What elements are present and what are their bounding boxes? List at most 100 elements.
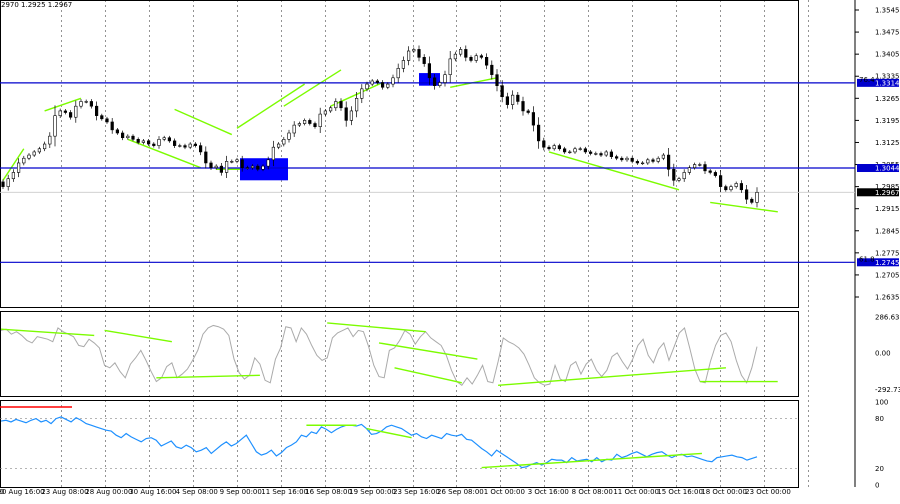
- candle-body: [599, 153, 603, 156]
- candle-body: [292, 124, 296, 134]
- candle-body: [256, 165, 260, 170]
- candle-body: [604, 151, 608, 156]
- candle-body: [188, 143, 192, 148]
- price-tick-label: 1.2635: [875, 294, 900, 302]
- candle-body: [744, 189, 749, 200]
- x-tick-label: 20 Aug 16:00: [0, 488, 45, 496]
- candle-body: [152, 143, 156, 146]
- trend-line: [2, 148, 25, 181]
- candle-body: [235, 159, 239, 162]
- candle-body: [479, 55, 484, 58]
- candle-body: [339, 101, 343, 109]
- price-tick-label: 1.3265: [875, 95, 900, 103]
- candle-body: [578, 148, 582, 150]
- x-tick-label: 8 Oct 08:00: [572, 488, 613, 496]
- candle-body: [95, 105, 99, 116]
- candle-body: [261, 165, 265, 170]
- candle-body: [412, 49, 416, 52]
- candle-body: [48, 135, 52, 145]
- cci-trend-line: [327, 322, 426, 333]
- candle-body: [178, 145, 182, 147]
- candle-body: [495, 74, 499, 86]
- x-tick-label: 23 Aug 08:00: [41, 488, 88, 496]
- candle-body: [276, 143, 281, 148]
- candle-body: [157, 139, 161, 146]
- candle-body: [417, 49, 421, 58]
- candle-body: [297, 123, 302, 126]
- candle-body: [609, 151, 613, 157]
- candle-body: [531, 112, 535, 126]
- candle-body: [568, 151, 572, 154]
- cci-trend-line: [104, 329, 172, 343]
- candle-body: [562, 148, 567, 153]
- candle-body: [516, 94, 520, 102]
- price-tick-label: 1.3545: [875, 7, 900, 15]
- candle-body: [432, 77, 437, 86]
- rsi-panel-frame: [0, 400, 799, 488]
- candle-body: [204, 151, 208, 164]
- candle-body: [209, 162, 213, 168]
- price-panel-frame: [0, 0, 799, 308]
- trend-line: [174, 108, 233, 136]
- rsi-tick-label: 80: [875, 415, 884, 423]
- cci-tick-label: 286.6354: [875, 314, 900, 322]
- candle-body: [334, 101, 338, 109]
- candle-body: [656, 157, 660, 162]
- candle-body: [510, 94, 515, 105]
- last-price-box: [857, 188, 899, 197]
- candle-body: [1, 181, 5, 187]
- candle-body: [375, 80, 380, 83]
- cci-trend-line: [156, 374, 260, 379]
- candle-body: [490, 64, 494, 75]
- candle-body: [703, 164, 707, 172]
- price-tick-label: 1.3475: [875, 29, 900, 37]
- x-tick-label: 23 Oct 00:00: [745, 488, 791, 496]
- candle-body: [89, 101, 93, 107]
- candle-body: [588, 151, 593, 154]
- x-tick-label: 11 Oct 00:00: [613, 488, 659, 496]
- candle-body: [100, 115, 104, 120]
- candle-body: [646, 159, 650, 164]
- x-tick-label: 1 Oct 00:00: [484, 488, 525, 496]
- candle-body: [583, 148, 587, 153]
- cci-trend-line: [378, 342, 478, 360]
- candle-body: [573, 148, 577, 153]
- trend-line: [283, 69, 342, 107]
- level-label-box: [857, 78, 899, 87]
- x-tick-label: 11 Sep 16:00: [261, 488, 308, 496]
- candle-body: [58, 110, 62, 116]
- candle-body: [651, 159, 655, 162]
- candle-body: [635, 161, 639, 164]
- x-tick-label: 18 Oct 00:00: [701, 488, 747, 496]
- candle-body: [453, 53, 458, 60]
- candle-body: [484, 57, 489, 66]
- candle-body: [42, 143, 47, 150]
- candle-body: [443, 74, 447, 83]
- rsi-tick-label: 0: [875, 482, 879, 490]
- x-tick-label: 23 Sep 16:00: [393, 488, 440, 496]
- candle-body: [380, 82, 385, 88]
- x-tick-label: 0: [0, 488, 4, 496]
- candle-body: [328, 107, 333, 112]
- candle-body: [614, 156, 619, 159]
- candle-body: [396, 68, 400, 79]
- candle-body: [594, 153, 598, 155]
- candle-body: [6, 178, 10, 187]
- candle-body: [713, 172, 717, 176]
- candle-body: [526, 110, 530, 113]
- x-tick-label: 30 Aug 16:00: [129, 488, 176, 496]
- x-tick-label: 16 Sep 08:00: [305, 488, 352, 496]
- candle-body: [162, 137, 166, 140]
- candle-body: [240, 159, 244, 168]
- candle-body: [547, 146, 551, 150]
- candle-body: [323, 110, 328, 115]
- candle-body: [620, 157, 624, 161]
- candle-body: [16, 162, 21, 173]
- cci-line: [0, 324, 758, 386]
- cci-trend-line: [0, 328, 95, 337]
- candle-body: [536, 124, 541, 142]
- candle-body: [37, 148, 41, 153]
- candle-body: [193, 143, 198, 146]
- candle-body: [630, 157, 634, 162]
